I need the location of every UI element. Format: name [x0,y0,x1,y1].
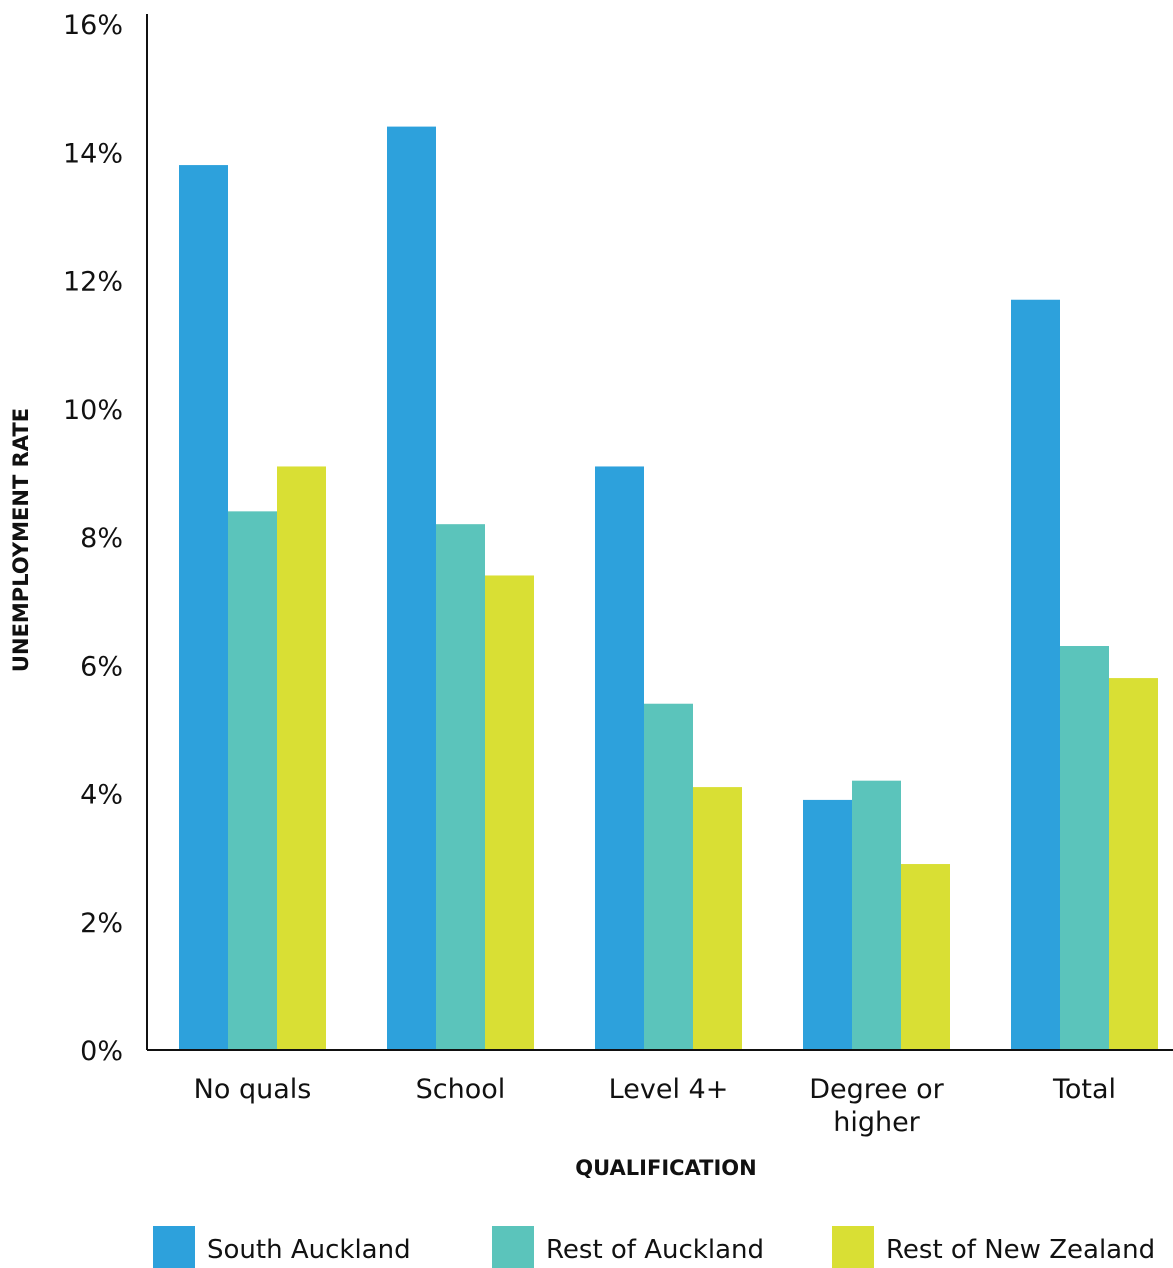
x-category-label: Level 4+ [609,1074,729,1105]
x-category-label: School [416,1074,506,1105]
y-tick-label: 0% [80,1036,123,1067]
bar [901,864,950,1050]
x-category-label: Degree or [809,1074,944,1105]
bar [803,799,852,1050]
y-tick-label: 4% [80,780,123,811]
y-tick-label: 10% [63,395,123,426]
bar [387,126,436,1051]
y-tick-labels: 0% 2% 4% 6% 8% 10% 12% 14% 16% [63,10,123,1067]
y-tick-label: 2% [80,908,123,939]
legend-label: Rest of Auckland [546,1235,764,1265]
y-tick-label: 16% [63,10,123,41]
bars-group [179,126,1158,1051]
legend-swatch [492,1226,534,1268]
legend-swatch [153,1226,195,1268]
bar [179,165,228,1050]
legend-label: South Auckland [207,1235,411,1265]
y-tick-label: 14% [63,138,123,169]
bar [644,703,693,1050]
bar [228,511,277,1051]
y-axis-title: UNEMPLOYMENT RATE [9,408,33,672]
bar [277,466,326,1050]
y-tick-label: 8% [80,523,123,554]
x-category-label: higher [833,1107,920,1138]
bar [693,787,742,1050]
bar [1060,646,1109,1050]
x-category-label: Total [1052,1074,1116,1105]
bar [485,575,534,1050]
x-category-label: No quals [194,1074,312,1105]
bar [595,466,644,1050]
x-axis-title: QUALIFICATION [575,1156,756,1180]
bar [1011,299,1060,1050]
y-tick-label: 12% [63,267,123,298]
legend-swatch [832,1226,874,1268]
bar [436,524,485,1050]
legend-label: Rest of New Zealand [886,1235,1155,1265]
bar [852,780,901,1050]
y-tick-label: 6% [80,651,123,682]
legend: South Auckland Rest of Auckland Rest of Ne… [153,1226,1155,1268]
bar [1109,678,1158,1050]
